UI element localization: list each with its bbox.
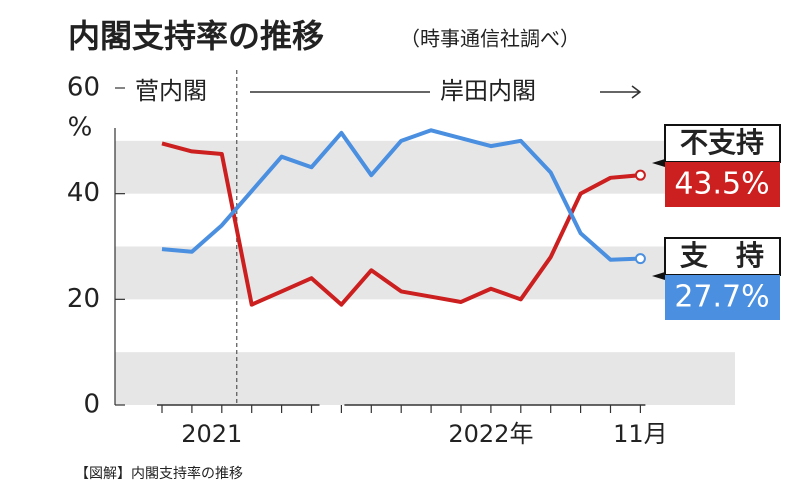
- legend-pointer: [652, 272, 665, 280]
- legend-value-box: [665, 162, 780, 207]
- band: [115, 246, 735, 300]
- end-point: [634, 169, 646, 181]
- series-line: [161, 128, 641, 262]
- legend-name-box: [664, 124, 781, 163]
- legend-value-box: [665, 275, 780, 320]
- legend-label: 支 持: [680, 239, 764, 272]
- data-label: 27.7%: [674, 280, 769, 315]
- era-arrow: [600, 85, 642, 99]
- legend-pointer: [652, 159, 665, 167]
- x-tick-label: 2022年: [448, 420, 533, 448]
- y-tick-label: 0: [83, 390, 100, 420]
- y-tick-label: 40: [67, 178, 100, 208]
- annotation: 菅内閣: [135, 77, 207, 105]
- band: [115, 352, 735, 405]
- chart-title: 内閣支持率の推移: [68, 17, 324, 55]
- annotation: 岸田内閣: [440, 77, 536, 105]
- y-unit: %: [68, 113, 93, 143]
- x-tick-label: 2021: [181, 420, 242, 448]
- y-tick-label: 60: [67, 73, 100, 103]
- data-label: 43.5%: [674, 167, 769, 202]
- series-line: [161, 141, 641, 307]
- source: 【図解】内閣支持率の推移: [75, 465, 243, 482]
- legend-label: 不支持: [680, 126, 764, 159]
- band: [115, 140, 735, 194]
- x-tick-label: 11月: [613, 420, 668, 448]
- y-tick-label: 20: [67, 284, 100, 314]
- legend-name-box: [664, 237, 781, 276]
- end-point: [634, 253, 646, 265]
- chart-subtitle: （時事通信社調べ）: [400, 27, 580, 51]
